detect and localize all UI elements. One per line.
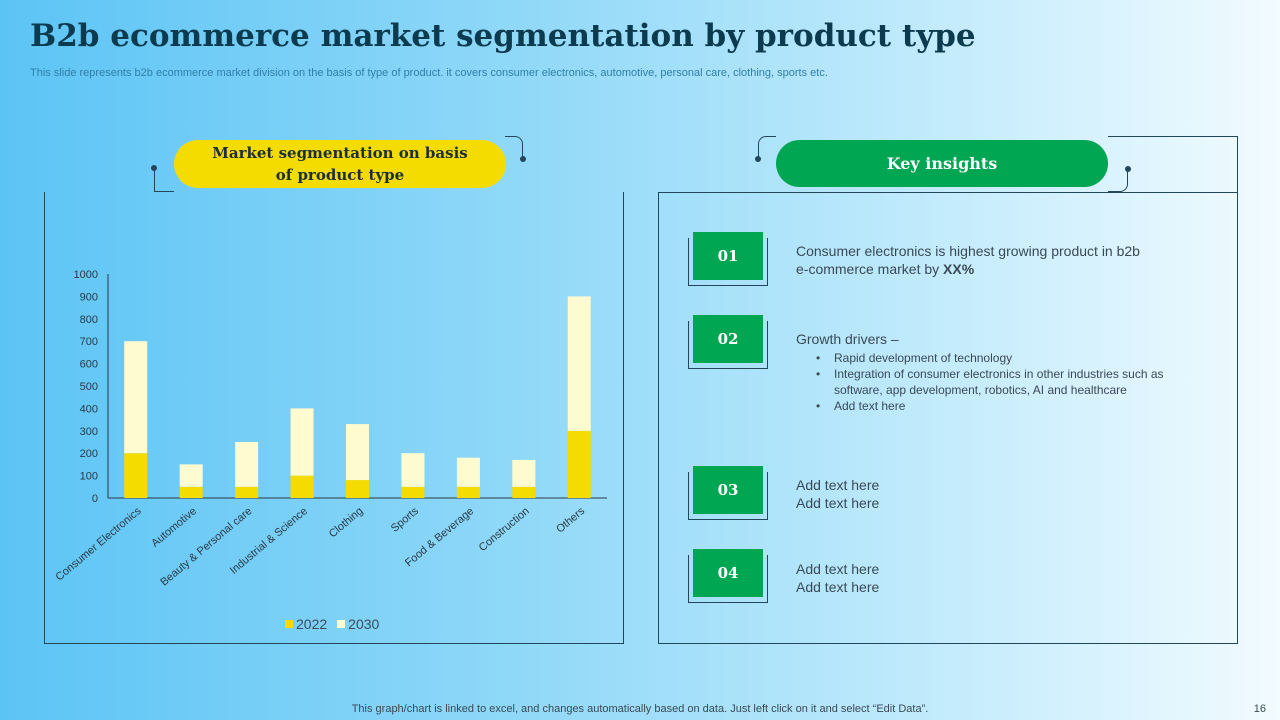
insight-line: Add text here — [796, 495, 880, 511]
x-tick-label: Construction — [477, 505, 532, 554]
y-tick-label: 600 — [80, 359, 98, 371]
y-tick-label: 700 — [80, 336, 98, 348]
legend-swatch — [337, 620, 346, 628]
bar-2022 — [124, 453, 148, 498]
insight-number-frame — [688, 555, 768, 603]
legend-item-2030: 2030 — [337, 616, 379, 632]
insight-line: Growth drivers – — [796, 331, 899, 347]
bar-2030 — [456, 457, 480, 487]
insight-text-1: Consumer electronics is highest growing … — [796, 242, 1176, 278]
bar-2022 — [512, 486, 536, 498]
y-tick-label: 900 — [80, 291, 98, 303]
insight-line-text: e-commerce market by — [796, 261, 944, 277]
insight-number-frame — [688, 472, 768, 520]
insights-heading: Key insights — [776, 140, 1108, 187]
insight-line: Consumer electronics is highest growing … — [796, 243, 1140, 259]
insight-number: 03 — [693, 466, 763, 514]
insight-number: 04 — [693, 549, 763, 597]
insight-line: Add text here — [796, 561, 880, 577]
connector-line — [154, 168, 155, 192]
insight-line: Add text here — [796, 579, 880, 595]
y-tick-label: 300 — [80, 426, 98, 438]
legend-label: 2022 — [296, 616, 328, 632]
x-tick-label: Clothing — [327, 505, 366, 540]
chart-panel — [44, 192, 624, 644]
connector-dot — [755, 156, 761, 162]
bar-2022 — [567, 430, 591, 498]
bar-2030 — [512, 459, 536, 487]
bar-2022 — [179, 486, 203, 498]
x-tick-label: Beauty & Personal care — [158, 505, 254, 588]
connector-line — [154, 191, 174, 192]
legend-item-2022: 2022 — [285, 616, 327, 632]
page-number: 16 — [1253, 703, 1266, 715]
bar-2030 — [124, 341, 148, 454]
insight-line: Add text here — [796, 477, 880, 493]
x-tick-label: Sports — [389, 505, 421, 535]
insight-text-3: Add text here Add text here — [796, 476, 1176, 512]
x-tick-label: Others — [554, 505, 587, 536]
insight-number: 02 — [693, 315, 763, 363]
chart-heading: Market segmentation on basis of product t… — [174, 140, 506, 188]
y-tick-label: 1000 — [74, 269, 98, 281]
list-item: Add text here — [816, 398, 1176, 414]
bar-2030 — [235, 442, 259, 487]
insight-text-4: Add text here Add text here — [796, 560, 1176, 596]
insight-number-frame — [688, 321, 768, 369]
list-item: Integration of consumer electronics in o… — [816, 366, 1176, 398]
legend-label: 2030 — [348, 616, 380, 632]
bar-2022 — [290, 475, 314, 498]
page-subtitle: This slide represents b2b ecommerce mark… — [30, 67, 828, 79]
bar-2022 — [401, 486, 425, 498]
chart-heading-line2: of product type — [275, 166, 405, 184]
connector-dot — [520, 156, 526, 162]
bar-2030 — [401, 453, 425, 487]
footer-note: This graph/chart is linked to excel, and… — [351, 703, 929, 715]
y-tick-label: 100 — [80, 471, 98, 483]
x-tick-label: Consumer Electronics — [54, 505, 145, 584]
bar-2030 — [346, 424, 369, 481]
insight-highlight: XX% — [943, 261, 975, 277]
y-tick-label: 800 — [80, 314, 98, 326]
legend-swatch — [285, 620, 293, 628]
connector-line — [758, 136, 776, 158]
list-item: Rapid development of technology — [816, 350, 1176, 366]
bar-chart[interactable]: 0 100 200 300 400 500 600 700 800 900 1000 Consumer… — [44, 260, 624, 610]
bar-2030 — [567, 296, 591, 431]
bar-2030 — [290, 408, 314, 476]
insight-line: e-commerce market by XX% — [796, 260, 1176, 278]
connector-dot — [151, 165, 157, 171]
insight-text-2: Growth drivers – Rapid development of te… — [796, 330, 1176, 414]
insights-panel — [658, 192, 1238, 644]
connector-dot — [1125, 166, 1131, 172]
insight-number-frame — [688, 238, 768, 286]
x-tick-label: Automotive — [149, 505, 199, 550]
chart-legend: 2022 2030 — [285, 616, 379, 632]
connector-line — [505, 136, 523, 158]
bar-2022 — [456, 486, 480, 498]
insight-number: 01 — [693, 232, 763, 280]
bar-2022 — [346, 480, 369, 498]
page-title: B2b ecommerce market segmentation by pro… — [30, 18, 976, 54]
y-tick-label: 200 — [80, 448, 98, 460]
connector-line — [1108, 170, 1128, 192]
connector-line — [1108, 136, 1238, 137]
bar-2022 — [235, 486, 259, 498]
bar-2030 — [179, 464, 203, 487]
chart-heading-line1: Market segmentation on basis — [212, 144, 468, 162]
connector-line — [1237, 136, 1238, 192]
y-tick-label: 400 — [80, 403, 98, 415]
y-tick-label: 0 — [92, 493, 98, 505]
y-tick-label: 500 — [80, 381, 98, 393]
growth-drivers-list: Rapid development of technology Integrat… — [816, 350, 1176, 414]
